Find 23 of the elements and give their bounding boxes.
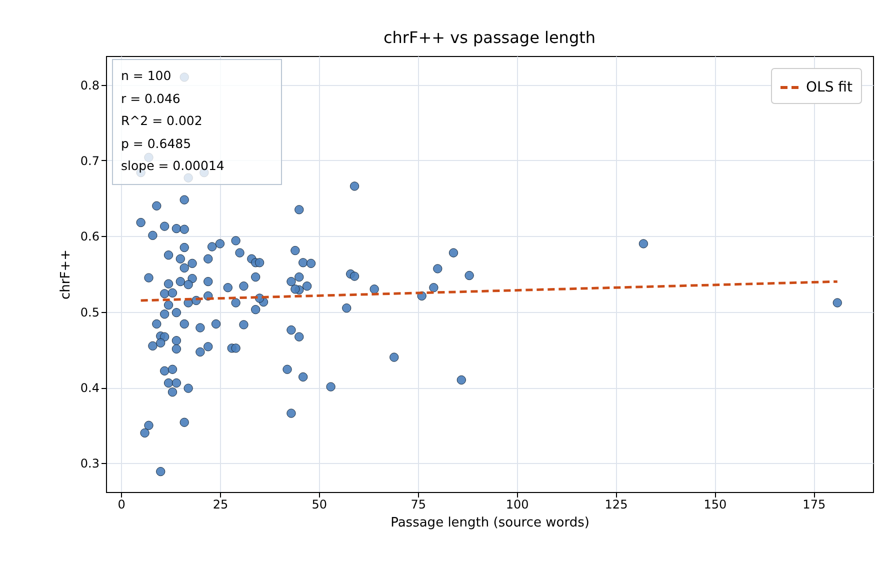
x-tick-label: 50 [312, 498, 328, 512]
x-axis-title: Passage length (source words) [390, 516, 590, 530]
y-tick-label: 0.7 [80, 154, 100, 168]
x-tick-label: 100 [506, 498, 529, 512]
y-tick-label: 0.6 [80, 230, 100, 244]
y-axis-title: chrF++ [58, 250, 74, 300]
annotation: slope = 0.00014 [121, 157, 226, 175]
annotation: r = 0.046 [121, 90, 182, 108]
x-tick-label: 75 [410, 498, 426, 512]
y-tick-label: 0.5 [80, 305, 100, 320]
x-tick-label: 25 [212, 498, 228, 512]
annotation: p = 0.6485 [121, 134, 192, 153]
x-tick-label: 0 [118, 498, 126, 512]
annotation: R^2 = 0.002 [121, 112, 204, 130]
x-tick-label: 125 [604, 498, 628, 512]
annotation: n = 100 [121, 67, 172, 85]
chart-title: chrF++ vs passage length [383, 28, 596, 47]
x-tick-label: 175 [802, 498, 826, 512]
y-tick-label: 0.8 [80, 78, 100, 92]
legend-label: OLS fit [806, 80, 853, 96]
x-tick-label: 150 [704, 498, 727, 512]
y-tick-label: 0.4 [80, 381, 100, 396]
y-tick-label: 0.3 [80, 456, 100, 471]
